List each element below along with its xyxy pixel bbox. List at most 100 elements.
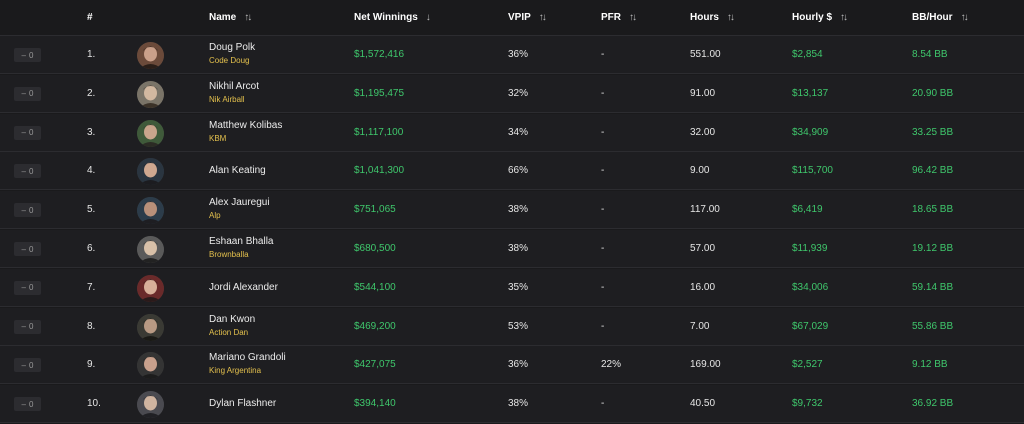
dash-icon: – — [21, 244, 26, 254]
header-bb-hour[interactable]: BB/Hour ↑↓ — [912, 12, 969, 23]
net-winnings-value: $1,117,100 — [354, 126, 404, 138]
player-name[interactable]: Dan Kwon — [209, 313, 256, 325]
hourly-value: $115,700 — [792, 165, 833, 177]
player-photo-icon — [137, 313, 164, 341]
dash-icon: – — [21, 50, 26, 60]
player-name[interactable]: Eshaan Bhalla — [209, 236, 274, 247]
hourly-value: $2,527 — [792, 359, 823, 371]
player-photo-icon — [137, 80, 164, 108]
avatar[interactable] — [137, 197, 164, 225]
player-name[interactable]: Alan Keating — [209, 165, 266, 177]
header-net-winnings[interactable]: Net Winnings ↓ — [354, 12, 431, 23]
table-row[interactable]: –0 8. Dan Kwon Action Dan $469,200 53% - 7.00 $6… — [0, 307, 1024, 346]
bb-hour-value: 20.90 BB — [912, 87, 954, 99]
rank-number: 6. — [87, 243, 96, 254]
header-vpip[interactable]: VPIP ↑↓ — [508, 12, 547, 23]
player-nickname: Brownballa — [209, 250, 249, 259]
vpip-value: 66% — [508, 165, 529, 177]
pfr-value: - — [601, 87, 605, 99]
table-row[interactable]: –0 5. Alex Jauregui Alp $751,065 38% - 117.00 $6… — [0, 191, 1024, 230]
player-name[interactable]: Jordi Alexander — [209, 281, 278, 293]
avatar[interactable] — [137, 236, 164, 263]
dash-icon: – — [21, 205, 26, 215]
player-name[interactable]: Mariano Grandoli — [209, 352, 286, 364]
rank-change-badge: –0 — [14, 203, 41, 218]
rank-change-badge: –0 — [14, 242, 41, 256]
vpip-value: 35% — [508, 281, 529, 293]
player-name[interactable]: Dylan Flashner — [209, 398, 277, 410]
table-row[interactable]: –0 9. Mariano Grandoli King Argentina $427,0… — [0, 346, 1024, 385]
pfr-value: - — [601, 281, 605, 293]
sort-arrows-icon[interactable]: ↑↓ — [840, 12, 848, 23]
player-photo-icon — [137, 119, 164, 147]
hours-value: 91.00 — [690, 87, 716, 99]
rank-number: 3. — [87, 126, 96, 138]
table-row[interactable]: –0 1. Doug Polk Code Doug $1,572,416 36% - 551.… — [0, 36, 1024, 74]
sort-arrows-icon[interactable]: ↑↓ — [726, 12, 735, 23]
hourly-value: $34,006 — [792, 281, 829, 293]
rank-change-badge: –0 — [14, 125, 41, 140]
rank-number: 9. — [87, 359, 96, 371]
hourly-value: $2,854 — [792, 49, 823, 60]
player-name[interactable]: Nikhil Arcot — [209, 80, 260, 92]
player-photo-icon — [137, 274, 164, 302]
net-winnings-value: $1,572,416 — [354, 49, 405, 60]
sort-arrows-icon[interactable]: ↑↓ — [538, 12, 547, 23]
table-row[interactable]: –0 4. Alan Keating $1,041,300 66% - 9.00 $115,7… — [0, 152, 1024, 191]
table-row[interactable]: –0 6. Eshaan Bhalla Brownballa $680,500 38% - 5… — [0, 230, 1024, 268]
player-name[interactable]: Alex Jauregui — [209, 197, 270, 209]
hours-value: 551.00 — [690, 49, 721, 60]
sort-arrows-icon[interactable]: ↑↓ — [244, 12, 252, 23]
net-winnings-value: $751,065 — [354, 204, 396, 216]
dash-icon: – — [21, 166, 26, 176]
player-nickname: Alp — [209, 211, 221, 221]
player-nickname: King Argentina — [209, 366, 262, 376]
player-name[interactable]: Doug Polk — [209, 42, 256, 53]
avatar[interactable] — [137, 274, 164, 302]
player-name[interactable]: Matthew Kolibas — [209, 119, 283, 131]
net-winnings-value: $680,500 — [354, 243, 396, 254]
hours-value: 9.00 — [690, 165, 710, 177]
avatar[interactable] — [137, 352, 164, 380]
header-pfr[interactable]: PFR ↑↓ — [601, 12, 637, 23]
vpip-value: 38% — [508, 204, 529, 216]
rank-number: 2. — [87, 87, 96, 99]
avatar[interactable] — [137, 158, 164, 186]
sort-arrows-icon[interactable]: ↑↓ — [960, 12, 969, 23]
arrow-down-icon[interactable]: ↓ — [425, 12, 431, 23]
sort-arrows-icon[interactable]: ↑↓ — [629, 12, 637, 23]
avatar[interactable] — [137, 391, 164, 419]
bb-hour-value: 96.42 BB — [912, 165, 954, 177]
hours-value: 117.00 — [690, 204, 720, 216]
table-row[interactable]: –0 7. Jordi Alexander $544,100 35% - 16.00 $34,… — [0, 268, 1024, 307]
dash-icon: – — [21, 322, 26, 332]
table-row[interactable]: –0 3. Matthew Kolibas KBM $1,117,100 34% - 32.0… — [0, 113, 1024, 152]
avatar[interactable] — [137, 80, 164, 108]
player-photo-icon — [137, 158, 164, 186]
table-row[interactable]: –0 2. Nikhil Arcot Nik Airball $1,195,475 32%… — [0, 74, 1024, 113]
vpip-value: 53% — [508, 320, 529, 332]
avatar[interactable] — [137, 313, 164, 341]
avatar[interactable] — [137, 119, 164, 147]
vpip-value: 34% — [508, 126, 529, 138]
header-name[interactable]: Name ↑↓ — [209, 12, 252, 23]
player-photo-icon — [137, 352, 164, 380]
header-rank: # — [87, 12, 93, 23]
pfr-value: 22% — [601, 359, 622, 371]
header-hours[interactable]: Hours ↑↓ — [690, 12, 735, 23]
bb-hour-value: 36.92 BB — [912, 398, 954, 410]
vpip-value: 38% — [508, 398, 529, 410]
net-winnings-value: $544,100 — [354, 281, 396, 293]
net-winnings-value: $1,195,475 — [354, 87, 405, 99]
rank-number: 1. — [87, 49, 96, 60]
hours-value: 57.00 — [690, 243, 716, 254]
avatar[interactable] — [137, 42, 164, 69]
table-row[interactable]: –0 10. Dylan Flashner $394,140 38% - 40.50 $9,7… — [0, 385, 1024, 424]
rank-number: 5. — [87, 204, 96, 216]
header-hourly[interactable]: Hourly $ ↑↓ — [792, 12, 848, 23]
hours-value: 40.50 — [690, 398, 716, 410]
vpip-value: 32% — [508, 87, 529, 99]
net-winnings-value: $469,200 — [354, 320, 396, 332]
hourly-value: $34,909 — [792, 126, 829, 138]
